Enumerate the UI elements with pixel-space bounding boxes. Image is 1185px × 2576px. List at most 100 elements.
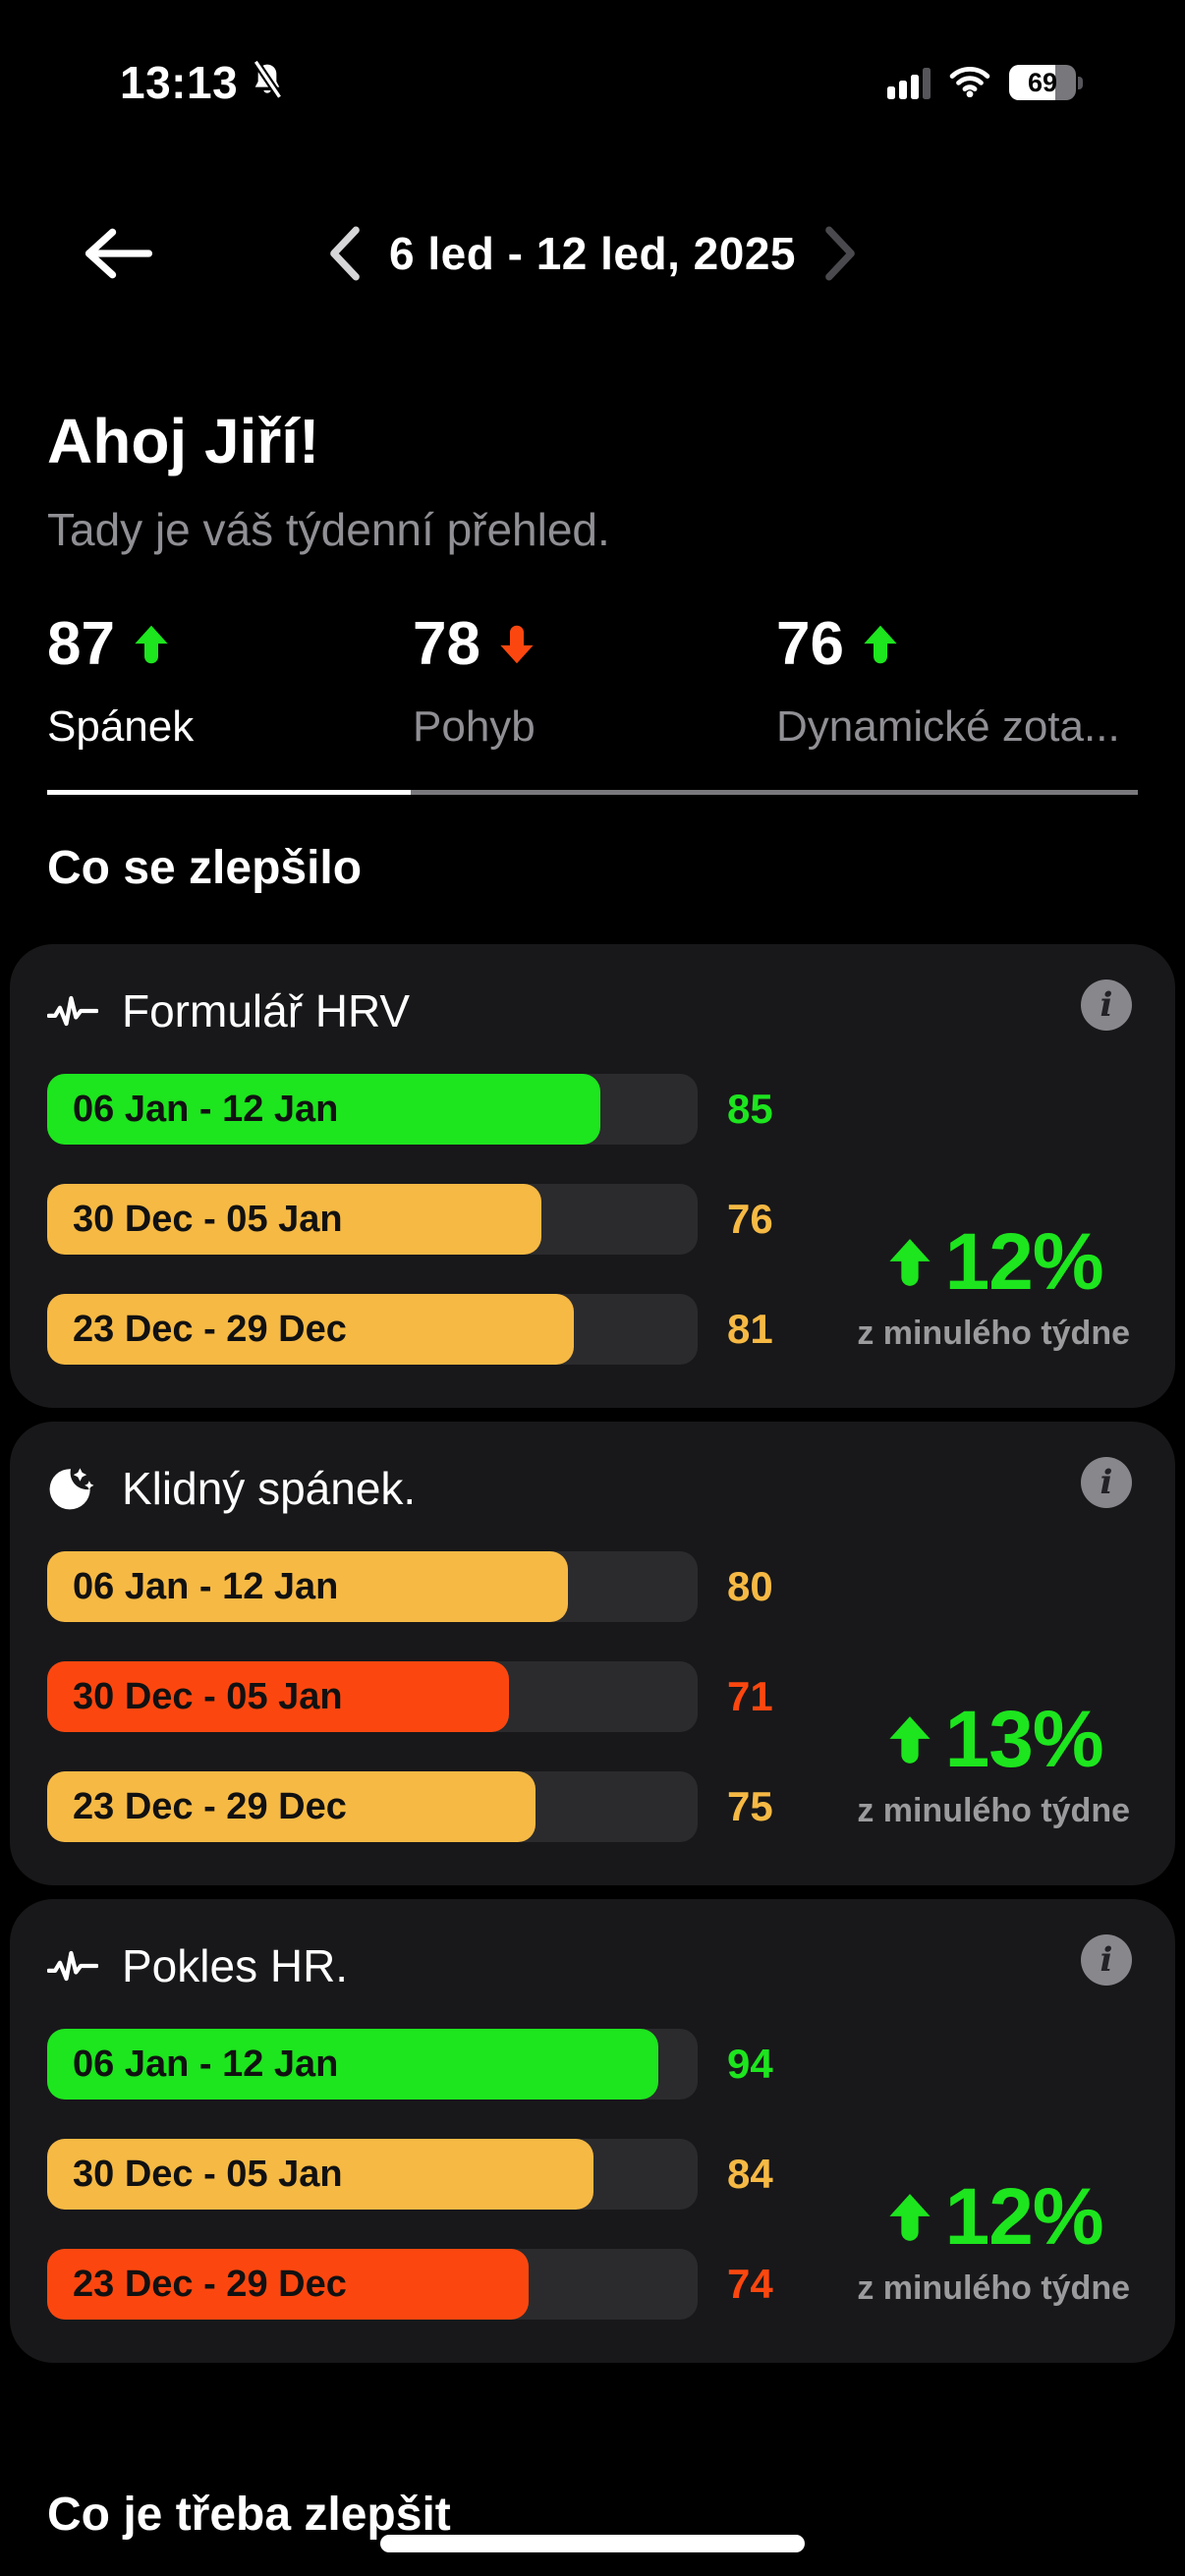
bar-fill: 23 Dec - 29 Dec: [47, 1771, 536, 1842]
change-percent: 12%: [944, 1217, 1104, 1307]
bar-track: 23 Dec - 29 Dec: [47, 1294, 698, 1365]
back-button[interactable]: [81, 218, 157, 289]
stat-movement[interactable]: 78 Pohyb: [413, 609, 776, 752]
bar-value: 71: [727, 1673, 773, 1719]
bar-label: 06 Jan - 12 Jan: [73, 2043, 339, 2085]
bar-row: 30 Dec - 05 Jan 76: [47, 1184, 1128, 1255]
bar-label: 23 Dec - 29 Dec: [73, 1785, 347, 1827]
bar-track: 06 Jan - 12 Jan: [47, 2029, 698, 2100]
stat-label: Spánek: [47, 702, 195, 751]
bar-value: 76: [727, 1196, 773, 1242]
cellular-signal-icon: [887, 66, 931, 99]
trend-up-icon: [889, 1716, 931, 1764]
bar-fill: 30 Dec - 05 Jan: [47, 1661, 510, 1732]
bar-track: 23 Dec - 29 Dec: [47, 1771, 698, 1842]
nav-bar: 6 led - 12 led, 2025: [0, 218, 1185, 289]
stat-label: Pohyb: [413, 702, 536, 751]
bar-value: 75: [727, 1783, 773, 1829]
metric-card-hr-drop[interactable]: Pokles HR. i 06 Jan - 12 Jan 94 30 Dec -…: [10, 1899, 1175, 2363]
bar-track: 30 Dec - 05 Jan: [47, 2139, 698, 2210]
stat-label: Dynamické zota...: [776, 702, 1120, 751]
change-percent: 12%: [944, 2172, 1104, 2262]
bar-row: 23 Dec - 29 Dec 74: [47, 2249, 1128, 2320]
bar-fill: 30 Dec - 05 Jan: [47, 2139, 594, 2210]
card-title: Klidný spánek.: [122, 1463, 417, 1514]
bar-label: 30 Dec - 05 Jan: [73, 1675, 343, 1717]
pulse-icon: [47, 1944, 98, 1988]
home-indicator[interactable]: [380, 2535, 805, 2552]
trend-up-icon: [135, 625, 168, 663]
bar-label: 06 Jan - 12 Jan: [73, 1088, 339, 1130]
battery-icon: 69: [1009, 65, 1083, 100]
stat-value: 78: [413, 610, 480, 678]
section-title-needs-improvement: Co je třeba zlepšit: [47, 2489, 451, 2541]
bar-fill: 23 Dec - 29 Dec: [47, 2249, 529, 2320]
bar-row: 23 Dec - 29 Dec 75: [47, 1771, 1128, 1842]
moon-icon: [47, 1467, 98, 1510]
card-title: Formulář HRV: [122, 985, 411, 1036]
info-button[interactable]: i: [1081, 980, 1132, 1031]
stat-value: 76: [776, 610, 844, 678]
bar-value: 81: [727, 1306, 773, 1352]
week-change: 13% z minulého týdne: [857, 1694, 1130, 1830]
bar-label: 23 Dec - 29 Dec: [73, 1308, 347, 1350]
bar-track: 30 Dec - 05 Jan: [47, 1661, 698, 1732]
info-button[interactable]: i: [1081, 1934, 1132, 1986]
trend-up-icon: [889, 2194, 931, 2241]
bar-row: 06 Jan - 12 Jan 85: [47, 1074, 1128, 1145]
page-subtitle: Tady je váš týdenní přehled.: [47, 504, 610, 555]
bar-track: 30 Dec - 05 Jan: [47, 1184, 698, 1255]
cards-list: Formulář HRV i 06 Jan - 12 Jan 85 30 Dec…: [10, 944, 1175, 2377]
page-title: Ahoj Jiří!: [47, 406, 320, 476]
bar-track: 23 Dec - 29 Dec: [47, 2249, 698, 2320]
bar-value: 74: [727, 2261, 773, 2307]
weekly-stats: 87 Spánek 78 Pohyb 76 Dynamické zota...: [47, 609, 1138, 752]
bar-chart: 06 Jan - 12 Jan 94 30 Dec - 05 Jan 84: [47, 2029, 1128, 2320]
bar-value: 84: [727, 2151, 773, 2197]
bar-chart: 06 Jan - 12 Jan 80 30 Dec - 05 Jan 71: [47, 1551, 1128, 1842]
bar-value: 94: [727, 2041, 773, 2087]
bar-fill: 06 Jan - 12 Jan: [47, 1551, 568, 1622]
bar-fill: 30 Dec - 05 Jan: [47, 1184, 542, 1255]
bar-value: 85: [727, 1086, 773, 1132]
change-percent: 13%: [944, 1695, 1104, 1784]
date-range-label[interactable]: 6 led - 12 led, 2025: [388, 228, 796, 279]
prev-week-button[interactable]: [328, 226, 362, 281]
metric-card-restful-sleep[interactable]: Klidný spánek. i 06 Jan - 12 Jan 80 30 D…: [10, 1422, 1175, 1885]
clock: 13:13: [120, 57, 239, 108]
change-caption: z minulého týdne: [857, 1792, 1130, 1829]
bar-value: 80: [727, 1563, 773, 1609]
bar-track: 06 Jan - 12 Jan: [47, 1551, 698, 1622]
section-title-improved: Co se zlepšilo: [47, 842, 363, 894]
battery-percent: 69: [1027, 67, 1058, 97]
bar-row: 30 Dec - 05 Jan 71: [47, 1661, 1128, 1732]
change-caption: z minulého týdne: [857, 1315, 1130, 1352]
bar-track: 06 Jan - 12 Jan: [47, 1074, 698, 1145]
bar-row: 30 Dec - 05 Jan 84: [47, 2139, 1128, 2210]
bar-label: 23 Dec - 29 Dec: [73, 2263, 347, 2305]
wifi-icon: [948, 64, 991, 102]
bar-fill: 06 Jan - 12 Jan: [47, 1074, 600, 1145]
stat-dynamic-recovery[interactable]: 76 Dynamické zota...: [776, 609, 1138, 752]
stat-sleep[interactable]: 87 Spánek: [47, 609, 413, 752]
bar-label: 30 Dec - 05 Jan: [73, 1198, 343, 1240]
status-bar: 13:13: [0, 51, 1185, 114]
bar-fill: 06 Jan - 12 Jan: [47, 2029, 659, 2100]
metric-card-hrv[interactable]: Formulář HRV i 06 Jan - 12 Jan 85 30 Dec…: [10, 944, 1175, 1408]
trend-down-icon: [500, 625, 534, 663]
stat-value: 87: [47, 610, 115, 678]
change-caption: z minulého týdne: [857, 2269, 1130, 2307]
next-week-button[interactable]: [823, 226, 857, 281]
trend-up-icon: [864, 625, 897, 663]
bar-row: 06 Jan - 12 Jan 94: [47, 2029, 1128, 2100]
trend-up-icon: [889, 1239, 931, 1286]
notifications-off-icon: [248, 59, 287, 107]
bar-row: 06 Jan - 12 Jan 80: [47, 1551, 1128, 1622]
week-change: 12% z minulého týdne: [857, 2171, 1130, 2308]
bar-label: 30 Dec - 05 Jan: [73, 2153, 343, 2195]
bar-row: 23 Dec - 29 Dec 81: [47, 1294, 1128, 1365]
pulse-icon: [47, 989, 98, 1033]
card-title: Pokles HR.: [122, 1940, 349, 1991]
info-button[interactable]: i: [1081, 1457, 1132, 1508]
